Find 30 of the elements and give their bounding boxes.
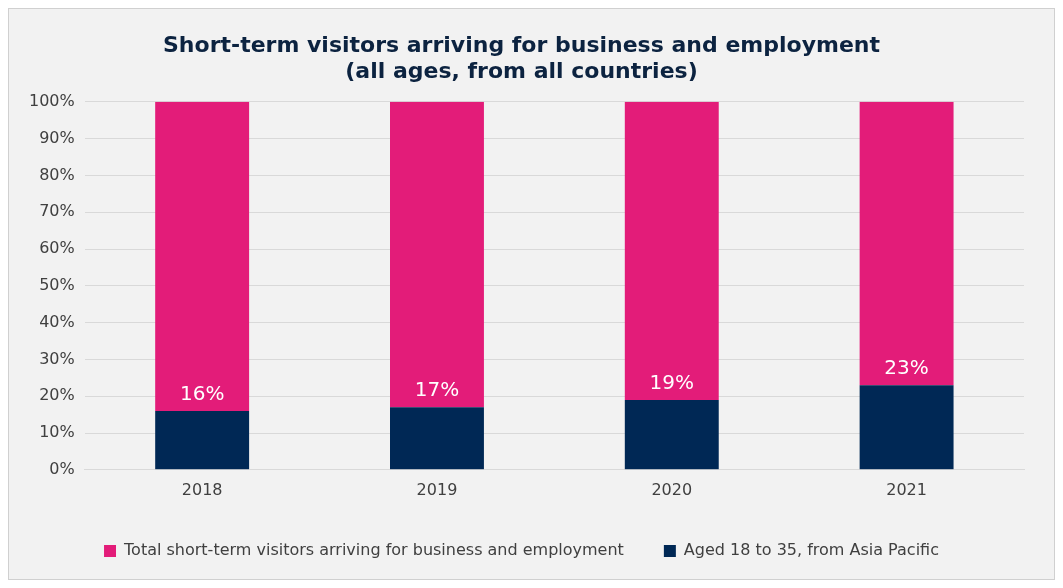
chart-title: Short-term visitors arriving for business and employment (all ages, from all countries) <box>163 31 881 84</box>
bar <box>155 101 250 411</box>
legend-label: Total short-term visitors arriving for business and employment <box>123 540 624 560</box>
x-tick-label: 2021 <box>886 479 927 499</box>
bar <box>859 385 954 470</box>
bar <box>390 407 484 470</box>
data-label: 16% <box>179 381 225 406</box>
y-tick-label: 90% <box>39 127 75 147</box>
bar <box>155 410 250 470</box>
x-tick-label: 2020 <box>651 479 693 499</box>
y-tick-label: 40% <box>39 311 75 331</box>
x-tick-label: 2019 <box>416 479 458 499</box>
data-label: 17% <box>414 377 460 402</box>
data-label: 19% <box>649 370 694 395</box>
bar <box>859 101 954 386</box>
legend-label: Aged 18 to 35, from Asia Pacific <box>683 540 939 560</box>
y-tick-label: 20% <box>39 385 75 405</box>
x-tick-label: 2018 <box>181 479 223 499</box>
y-tick-label: 80% <box>39 164 75 184</box>
y-tick-label: 0% <box>49 458 75 478</box>
y-tick-label: 30% <box>39 348 75 368</box>
bar <box>624 399 719 470</box>
y-tick-label: 70% <box>39 201 75 221</box>
y-tick-label: 100% <box>28 90 75 110</box>
bar <box>390 101 484 408</box>
y-tick-label: 50% <box>39 274 75 294</box>
bar <box>624 101 719 400</box>
y-tick-label: 10% <box>39 422 75 442</box>
y-tick-label: 60% <box>39 238 75 258</box>
data-label: 23% <box>884 355 929 380</box>
